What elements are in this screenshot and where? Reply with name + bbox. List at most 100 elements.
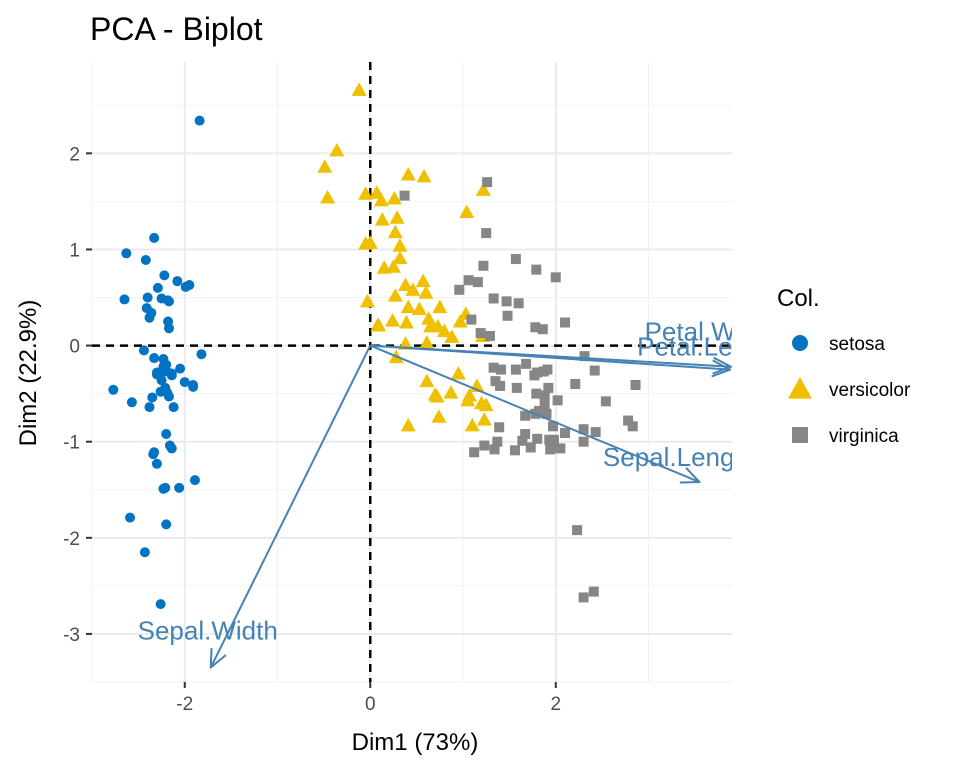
point-versicolor (359, 293, 375, 308)
legend-key-setosa (792, 335, 808, 351)
x-tick-label: 2 (550, 694, 561, 715)
point-virginica (454, 284, 465, 295)
x-tick-label: -2 (176, 694, 193, 715)
point-virginica (501, 296, 512, 307)
point-versicolor (416, 168, 432, 183)
point-setosa (138, 345, 149, 356)
legend-item-virginica: virginica (792, 426, 899, 447)
point-virginica (488, 362, 499, 373)
point-virginica (548, 434, 559, 445)
point-setosa (155, 599, 166, 610)
point-versicolor (362, 235, 378, 249)
point-setosa (166, 443, 177, 454)
point-setosa (180, 281, 191, 292)
point-versicolor (421, 311, 437, 325)
point-virginica (478, 260, 489, 271)
point-virginica (531, 264, 542, 275)
point-virginica (539, 390, 550, 401)
x-axis-label: Dim1 (73%) (352, 729, 479, 756)
point-virginica (534, 405, 545, 416)
point-virginica (513, 298, 524, 309)
point-versicolor (419, 335, 435, 349)
point-setosa (161, 429, 172, 439)
point-setosa (163, 391, 174, 402)
point-setosa (121, 248, 132, 259)
point-setosa (196, 349, 207, 360)
point-versicolor (351, 82, 367, 96)
x-tick-label: 0 (365, 694, 376, 715)
data-points (108, 82, 641, 610)
legend-item-setosa: setosa (792, 334, 885, 355)
point-versicolor (392, 238, 408, 252)
point-versicolor (464, 417, 480, 432)
point-virginica (541, 408, 552, 419)
point-virginica (578, 424, 589, 435)
grid (91, 62, 732, 683)
point-virginica (579, 351, 590, 362)
y-tick-label: 1 (69, 240, 80, 261)
arrow-label-Sepal.Length: Sepal.Length (603, 442, 756, 472)
point-virginica (578, 436, 589, 447)
point-versicolor (320, 190, 336, 204)
point-versicolor (415, 273, 431, 288)
axis-ticks: -2 0 2 -3 -2 -1 0 1 2 (63, 144, 561, 715)
point-virginica (509, 445, 520, 456)
point-setosa (156, 375, 167, 386)
point-setosa (172, 276, 183, 287)
point-virginica (529, 370, 540, 381)
point-versicolor (374, 212, 390, 226)
point-versicolor (418, 285, 434, 299)
arrow-Sepal.Width (211, 345, 372, 668)
point-virginica (588, 586, 599, 597)
legend-item-versicolor: versicolor (788, 377, 911, 401)
reference-lines (92, 62, 732, 682)
point-virginica (600, 396, 611, 407)
point-versicolor (385, 259, 401, 273)
point-setosa (125, 512, 136, 523)
point-setosa (188, 381, 199, 392)
point-virginica (496, 364, 507, 375)
point-virginica (475, 328, 486, 339)
point-virginica (520, 429, 531, 439)
y-axis-label: Dim2 (22.9%) (15, 300, 42, 447)
point-setosa (139, 547, 150, 558)
point-setosa (126, 397, 137, 408)
point-virginica (488, 293, 499, 304)
point-versicolor (411, 301, 427, 316)
point-virginica (627, 421, 638, 432)
point-virginica (590, 427, 601, 438)
point-setosa (161, 519, 172, 530)
y-tick-label: 2 (69, 144, 80, 165)
point-virginica (521, 358, 532, 369)
point-versicolor (474, 395, 490, 410)
point-virginica (472, 277, 483, 288)
point-virginica (525, 442, 536, 453)
legend-label-versicolor: versicolor (829, 380, 911, 401)
point-versicolor (329, 142, 345, 157)
point-versicolor (400, 166, 416, 181)
point-versicolor (405, 282, 421, 296)
point-virginica (494, 422, 505, 433)
point-virginica (510, 364, 521, 375)
point-virginica (630, 379, 641, 390)
series-setosa (108, 115, 207, 610)
point-setosa (149, 232, 160, 243)
point-versicolor (400, 299, 416, 314)
point-virginica (481, 228, 492, 239)
point-virginica (511, 382, 522, 393)
point-virginica (482, 177, 493, 188)
point-versicolor (475, 182, 491, 196)
point-versicolor (387, 288, 403, 302)
point-versicolor (398, 314, 414, 329)
arrow-Sepal.Length (369, 344, 699, 482)
point-virginica (547, 421, 558, 432)
point-virginica (589, 365, 600, 376)
point-virginica (520, 410, 531, 421)
point-setosa (194, 115, 205, 126)
point-versicolor (389, 210, 405, 224)
point-setosa (159, 270, 170, 281)
point-versicolor (459, 204, 475, 218)
point-versicolor (432, 299, 448, 314)
point-setosa (179, 377, 190, 388)
